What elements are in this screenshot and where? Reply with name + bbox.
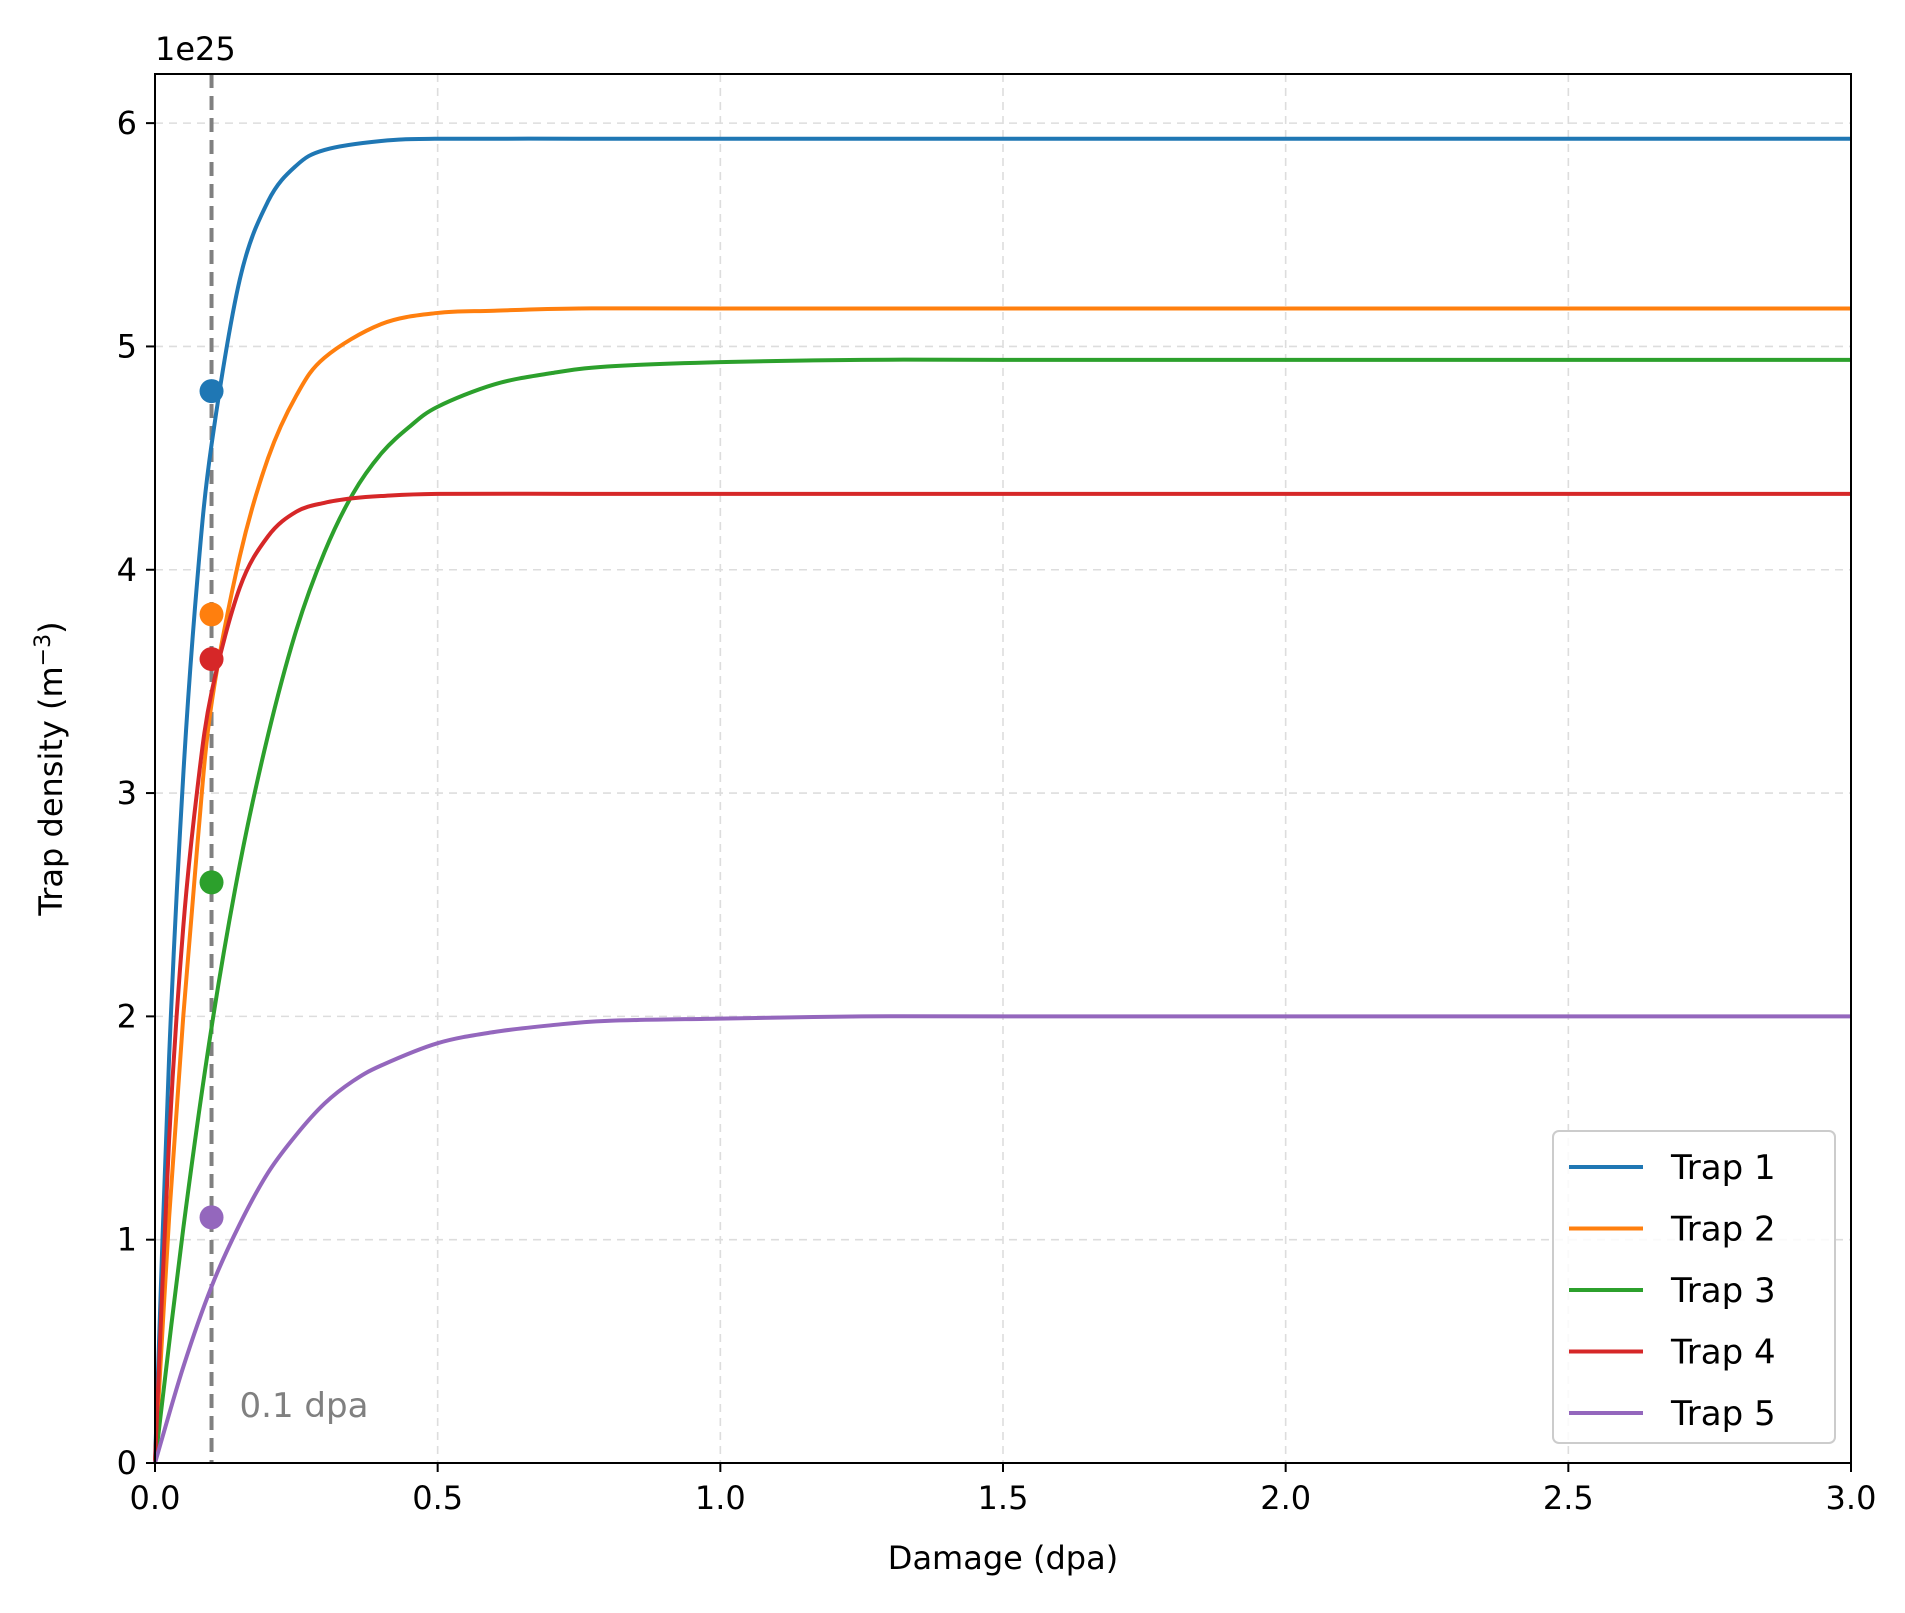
y-axis-offset-text: 1e25	[155, 30, 236, 68]
legend-label-trap-5: Trap 5	[1670, 1394, 1776, 1434]
marker-trap-4	[199, 647, 224, 672]
series-line-trap-2	[153, 306, 1851, 1464]
legend-box	[1552, 1130, 1836, 1444]
x-tick-label-1: 0.5	[412, 1479, 463, 1517]
marker-trap-1	[199, 379, 224, 404]
reference-line-label: 0.1 dpa	[240, 1386, 369, 1426]
marker-trap-5	[199, 1205, 224, 1230]
marker-layer	[199, 379, 224, 1230]
y-tick-label-6: 6	[117, 104, 137, 142]
legend-label-trap-3: Trap 3	[1670, 1271, 1776, 1311]
x-tick-label-6: 3.0	[1826, 1479, 1877, 1517]
x-tick-label-4: 2.0	[1260, 1479, 1311, 1517]
y-tick-label-5: 5	[117, 327, 137, 365]
y-axis-ticks: 0 1 2 3 4 5 6	[117, 104, 155, 1482]
marker-trap-3	[199, 870, 224, 895]
x-tick-label-0: 0.0	[130, 1479, 181, 1517]
series-line-trap-4	[153, 491, 1852, 1464]
legend-label-trap-2: Trap 2	[1670, 1210, 1776, 1250]
legend-label-trap-1: Trap 1	[1670, 1148, 1776, 1188]
y-tick-label-3: 3	[117, 774, 137, 812]
legend-entries: Trap 1 Trap 2 Trap 3 Trap 4 Trap 5	[1569, 1148, 1776, 1434]
y-tick-label-2: 2	[117, 997, 137, 1035]
legend: Trap 1 Trap 2 Trap 3 Trap 4 Trap 5	[1552, 1130, 1836, 1444]
y-axis-title: Trap density (m−3)	[31, 621, 71, 916]
series-line-trap-5	[153, 1014, 1851, 1464]
series-layer	[153, 136, 1852, 1464]
y-axis-title-main: Trap density (m	[32, 666, 70, 916]
y-axis-title-superscript: −3	[31, 634, 56, 666]
x-axis-title: Damage (dpa)	[888, 1539, 1118, 1577]
y-axis-title-close: )	[32, 621, 70, 633]
y-tick-label-1: 1	[117, 1221, 137, 1259]
legend-label-trap-4: Trap 4	[1670, 1333, 1776, 1373]
x-tick-label-2: 1.0	[695, 1479, 746, 1517]
series-line-trap-1	[153, 136, 1851, 1464]
x-axis-ticks: 0.0 0.5 1.0 1.5 2.0 2.5 3.0	[130, 1463, 1877, 1517]
x-tick-label-5: 2.5	[1543, 1479, 1594, 1517]
y-tick-label-0: 0	[117, 1444, 137, 1482]
y-tick-label-4: 4	[117, 551, 137, 589]
x-tick-label-3: 1.5	[978, 1479, 1029, 1517]
series-line-trap-3	[153, 357, 1851, 1464]
marker-trap-2	[199, 602, 224, 627]
